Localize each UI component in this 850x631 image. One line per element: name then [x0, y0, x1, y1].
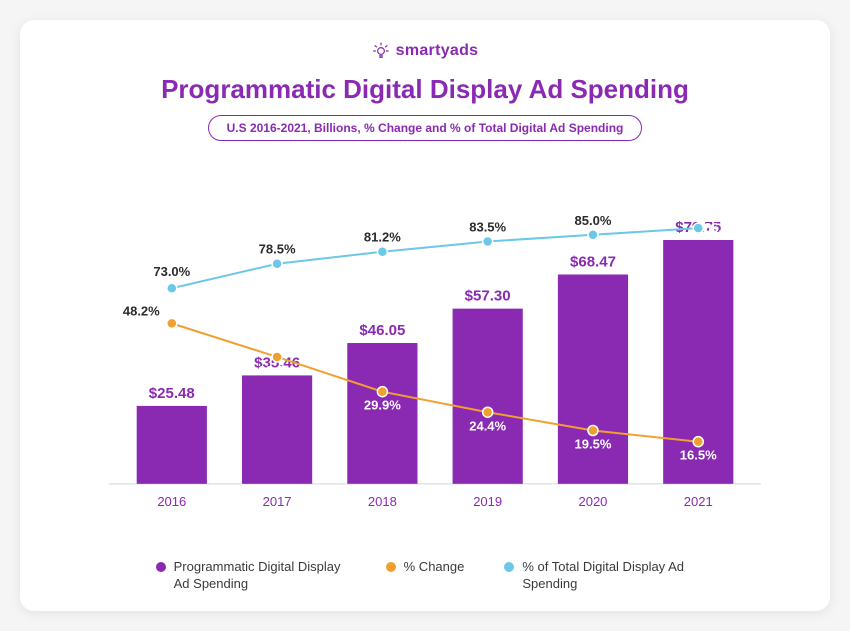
svg-text:19.5%: 19.5% [575, 437, 612, 452]
legend-label: Programmatic Digital Display Ad Spending [174, 558, 346, 593]
svg-text:2020: 2020 [578, 494, 607, 509]
brand-name: smartyads [396, 42, 479, 60]
chart-legend: Programmatic Digital Display Ad Spending… [64, 558, 786, 593]
svg-text:$25.48: $25.48 [149, 385, 195, 402]
svg-text:78.5%: 78.5% [259, 242, 296, 257]
svg-text:24.4%: 24.4% [469, 418, 506, 433]
svg-text:$68.47: $68.47 [570, 253, 616, 270]
svg-text:2019: 2019 [473, 494, 502, 509]
svg-text:$57.30: $57.30 [465, 288, 511, 305]
legend-item-bars: Programmatic Digital Display Ad Spending [156, 558, 346, 593]
svg-text:29.9%: 29.9% [364, 398, 401, 413]
chart-subtitle: U.S 2016-2021, Billions, % Change and % … [208, 115, 643, 141]
chart-svg: $25.482016$35.462017$46.052018$57.302019… [64, 155, 786, 552]
legend-item-change: % Change [386, 558, 465, 576]
brand-logo: smartyads [64, 42, 786, 60]
legend-dot [386, 562, 396, 572]
chart-card: smartyads Programmatic Digital Display A… [20, 20, 830, 611]
legend-dot [504, 562, 514, 572]
legend-dot [156, 562, 166, 572]
svg-text:2017: 2017 [263, 494, 292, 509]
lightbulb-icon [372, 42, 390, 60]
legend-label: % of Total Digital Display Ad Spending [522, 558, 694, 593]
svg-text:83.5%: 83.5% [469, 219, 506, 234]
svg-text:16.5%: 16.5% [680, 448, 717, 463]
svg-text:2016: 2016 [157, 494, 186, 509]
svg-text:81.2%: 81.2% [364, 230, 401, 245]
svg-text:$46.05: $46.05 [359, 322, 405, 339]
legend-item-pct-total: % of Total Digital Display Ad Spending [504, 558, 694, 593]
svg-text:2018: 2018 [368, 494, 397, 509]
svg-text:86.5%: 86.5% [704, 220, 741, 235]
svg-text:85.0%: 85.0% [575, 213, 612, 228]
svg-text:48.2%: 48.2% [123, 303, 160, 318]
svg-text:2021: 2021 [684, 494, 713, 509]
svg-text:73.0%: 73.0% [153, 264, 190, 279]
legend-label: % Change [404, 558, 465, 576]
svg-text:39.2%: 39.2% [259, 363, 296, 378]
chart-title: Programmatic Digital Display Ad Spending [64, 74, 786, 105]
chart-plot: $25.482016$35.462017$46.052018$57.302019… [64, 155, 786, 552]
